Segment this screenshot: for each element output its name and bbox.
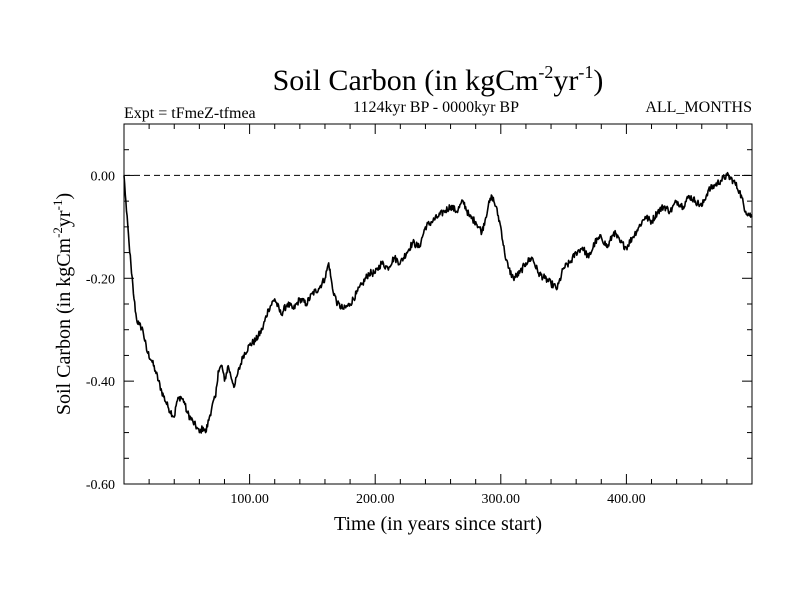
x-tick-label: 300.00 bbox=[482, 492, 521, 507]
y-tick-label: -0.60 bbox=[86, 478, 115, 493]
y-tick-label: -0.20 bbox=[86, 272, 115, 287]
y-tick-label: 0.00 bbox=[91, 169, 116, 184]
y-tick-label: -0.40 bbox=[86, 375, 115, 390]
plot-frame bbox=[123, 123, 753, 485]
soil-carbon-series-line bbox=[123, 171, 753, 434]
x-tick-label: 200.00 bbox=[356, 492, 395, 507]
x-tick-label: 400.00 bbox=[607, 492, 646, 507]
subtitle-period: 1124kyr BP - 0000kyr BP bbox=[353, 99, 519, 116]
subtitle-experiment: Expt = tFmeZ-tfmea bbox=[124, 105, 256, 122]
chart-title: Soil Carbon (in kgCm-2yr-1) bbox=[273, 62, 604, 97]
series-group bbox=[123, 171, 753, 434]
x-axis-title: Time (in years since start) bbox=[334, 513, 542, 535]
subtitle-months: ALL_MONTHS bbox=[645, 99, 752, 116]
x-tick-label: 100.00 bbox=[230, 492, 269, 507]
axis-ticks: 100.00 200.00 300.00 400.00 0.00 -0.20 -0.40 -0… bbox=[86, 124, 752, 507]
y-axis-title: Soil Carbon (in kgCm-2yr-1) bbox=[50, 193, 75, 415]
